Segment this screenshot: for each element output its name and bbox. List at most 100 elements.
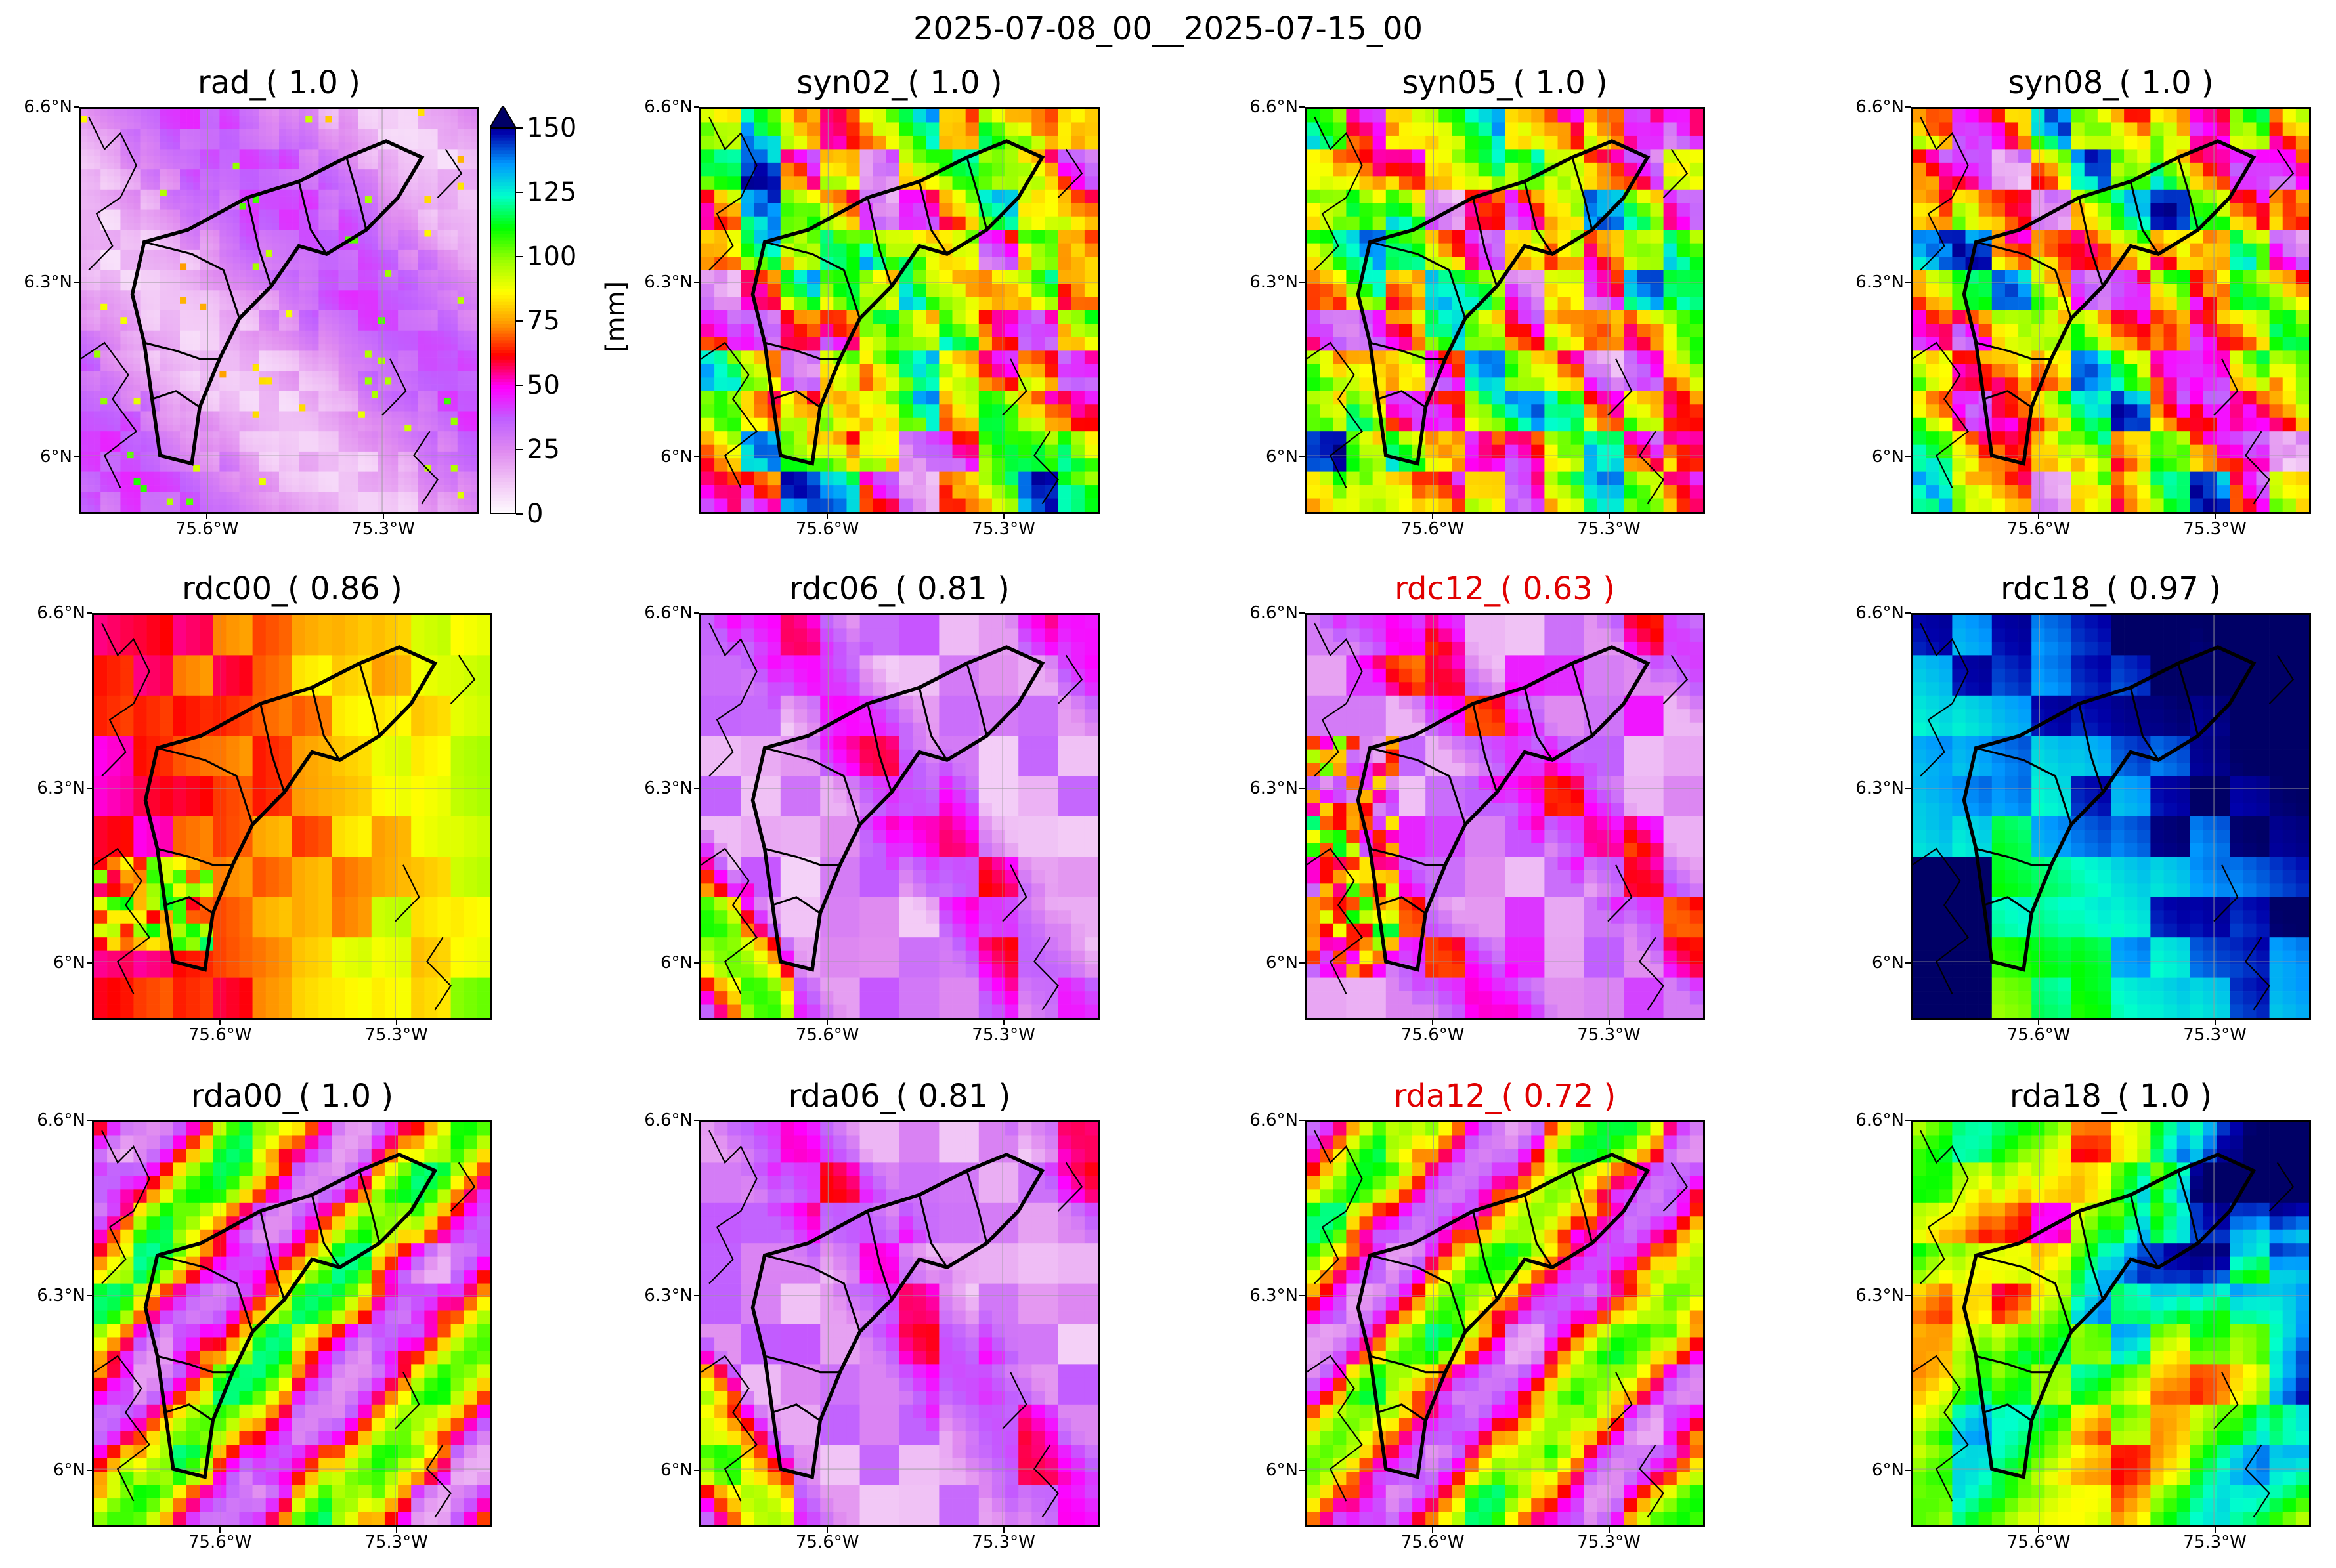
colorbar-tick-label: 50 bbox=[527, 370, 560, 400]
y-tick-mark bbox=[694, 787, 699, 789]
contour-line bbox=[2244, 937, 2270, 1011]
x-tick-mark bbox=[2038, 1527, 2040, 1533]
y-tick-label: 6°N bbox=[1266, 1460, 1298, 1481]
contour-line bbox=[1314, 116, 1363, 271]
subbasin-boundary bbox=[311, 687, 341, 761]
basin-boundary bbox=[130, 139, 425, 466]
x-tick-mark bbox=[1432, 514, 1434, 519]
subbasin-boundary bbox=[259, 1210, 286, 1300]
subbasin-boundary bbox=[144, 241, 241, 319]
x-tick-label: 75.3°W bbox=[364, 1533, 428, 1552]
basin-boundary bbox=[750, 645, 1045, 972]
y-tick-label: 6°N bbox=[1266, 953, 1298, 973]
precipitation-grid bbox=[1307, 109, 1703, 512]
y-tick-mark bbox=[1905, 106, 1911, 108]
y-tick-label: 6°N bbox=[40, 447, 72, 467]
subbasin-boundary bbox=[1370, 1254, 1467, 1332]
contour-line bbox=[701, 1355, 758, 1502]
map-panel-rda00 bbox=[92, 1120, 492, 1527]
y-tick-mark bbox=[74, 456, 79, 458]
y-tick-label: 6.3°N bbox=[24, 272, 72, 292]
contour-line bbox=[1913, 341, 1970, 488]
contour-line bbox=[1662, 654, 1689, 704]
x-tick-label: 75.3°W bbox=[351, 519, 415, 539]
y-tick-label: 6.6°N bbox=[1249, 1111, 1298, 1130]
colorbar bbox=[488, 104, 517, 515]
contour-line bbox=[1662, 148, 1689, 198]
y-tick-label: 6°N bbox=[53, 953, 85, 973]
contour-line bbox=[412, 431, 439, 505]
y-tick-mark bbox=[1905, 456, 1911, 458]
x-tick-label: 75.6°W bbox=[1400, 1533, 1465, 1552]
x-tick-mark bbox=[395, 1020, 397, 1025]
x-tick-label: 75.6°W bbox=[795, 1533, 859, 1552]
x-tick-label: 75.3°W bbox=[972, 1025, 1035, 1045]
contour-line bbox=[2268, 1162, 2295, 1212]
subbasin-boundary bbox=[918, 1195, 948, 1268]
subbasin-boundary bbox=[1976, 241, 2073, 319]
raster-field bbox=[701, 1122, 1098, 1525]
subbasin-boundary bbox=[966, 663, 988, 736]
panel-title-rda06: rda06_( 0.81 ) bbox=[788, 1078, 1011, 1114]
contour-line bbox=[2244, 431, 2270, 505]
subbasin-boundary bbox=[358, 663, 381, 736]
subbasin-boundary bbox=[1370, 847, 1446, 866]
y-tick-label: 6.3°N bbox=[37, 1285, 85, 1305]
subbasin-boundary bbox=[1976, 847, 2052, 866]
panel-title-rdc06: rdc06_( 0.81 ) bbox=[789, 570, 1010, 607]
contour-line bbox=[450, 654, 476, 704]
subbasin-boundary bbox=[764, 1355, 840, 1374]
x-tick-mark bbox=[1432, 1527, 1434, 1533]
x-tick-mark bbox=[1003, 1020, 1005, 1025]
colorbar-tick-label: 125 bbox=[527, 177, 577, 207]
y-tick-mark bbox=[87, 1120, 92, 1121]
map-panel-syn08 bbox=[1911, 107, 2311, 514]
precipitation-grid bbox=[1913, 109, 2309, 512]
contour-line bbox=[395, 1372, 420, 1430]
y-tick-mark bbox=[74, 281, 79, 283]
contour-line bbox=[381, 358, 407, 416]
y-tick-mark bbox=[1905, 612, 1911, 614]
y-tick-label: 6.3°N bbox=[37, 778, 85, 798]
subbasin-boundary bbox=[1571, 1170, 1593, 1244]
y-tick-mark bbox=[74, 106, 79, 108]
x-tick-label: 75.3°W bbox=[2183, 519, 2247, 539]
map-panel-syn02 bbox=[699, 107, 1100, 514]
subbasin-boundary bbox=[1983, 390, 2033, 408]
subbasin-boundary bbox=[259, 703, 286, 793]
contour-line bbox=[1638, 937, 1664, 1011]
raster-field bbox=[1913, 109, 2309, 512]
y-tick-label: 6.6°N bbox=[37, 603, 85, 623]
subbasin-boundary bbox=[144, 341, 220, 360]
map-panel-rda18 bbox=[1911, 1120, 2311, 1527]
subbasin-boundary bbox=[358, 1170, 381, 1244]
precipitation-grid bbox=[94, 615, 490, 1018]
y-tick-label: 6.3°N bbox=[1249, 1285, 1298, 1305]
y-tick-mark bbox=[694, 1294, 699, 1296]
y-tick-label: 6.3°N bbox=[1249, 272, 1298, 292]
subbasin-boundary bbox=[297, 181, 328, 255]
subbasin-boundary bbox=[867, 1210, 893, 1300]
x-tick-mark bbox=[827, 1527, 829, 1533]
x-tick-mark bbox=[2038, 1020, 2040, 1025]
x-tick-label: 75.6°W bbox=[1400, 519, 1465, 539]
x-tick-label: 75.6°W bbox=[175, 519, 239, 539]
x-tick-label: 75.3°W bbox=[1577, 1025, 1641, 1045]
subbasin-boundary bbox=[1983, 896, 2033, 914]
contour-line bbox=[81, 341, 138, 488]
contour-line bbox=[1607, 358, 1633, 416]
y-tick-mark bbox=[1299, 1294, 1305, 1296]
subbasin-boundary bbox=[1472, 197, 1498, 287]
subbasin-boundary bbox=[2177, 1170, 2199, 1244]
contour-line bbox=[1607, 1372, 1633, 1430]
subbasin-boundary bbox=[2177, 663, 2199, 736]
y-tick-label: 6.3°N bbox=[644, 1285, 693, 1305]
panel-title-rdc12: rdc12_( 0.63 ) bbox=[1395, 570, 1615, 607]
contour-line bbox=[2213, 1372, 2239, 1430]
y-tick-label: 6.6°N bbox=[1249, 97, 1298, 117]
subbasin-boundary bbox=[772, 390, 821, 408]
colorbar-tick-mark bbox=[516, 127, 523, 129]
y-tick-mark bbox=[1905, 787, 1911, 789]
raster-field bbox=[94, 1122, 490, 1525]
y-tick-mark bbox=[1299, 1120, 1305, 1121]
